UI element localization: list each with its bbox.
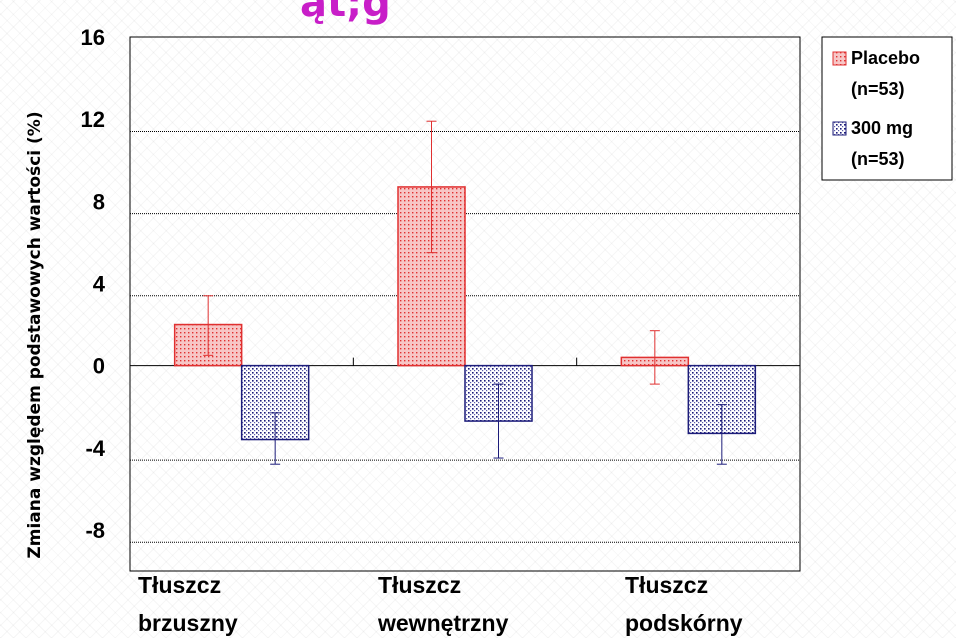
y-tick-label: 16: [81, 25, 105, 50]
category-label-line1: Tłuszcz: [378, 572, 461, 598]
title-fragment: ąt;g: [300, 0, 391, 26]
legend-swatch-300mg: [832, 121, 847, 136]
y-tick-label: -4: [85, 436, 105, 461]
legend-count-300mg: (n=53): [851, 149, 905, 169]
y-tick-label: 4: [93, 271, 106, 296]
error-bars: [203, 120, 727, 465]
category-label-line2: brzuszny: [138, 610, 238, 636]
category-label-line1: Tłuszcz: [138, 572, 221, 598]
y-tick-label: 0: [93, 354, 105, 379]
category-label-line2: podskórny: [625, 610, 743, 636]
legend-label-300mg: 300 mg: [851, 118, 913, 138]
y-tick-labels: 16 12 8 4 0 -4 -8: [81, 25, 106, 543]
legend: Placebo (n=53) 300 mg (n=53): [821, 36, 953, 181]
y-tick-label: -8: [85, 518, 105, 543]
category-label-line2: wewnętrzny: [377, 610, 509, 636]
plot-area: [129, 36, 801, 572]
y-axis-label: Zmiana względem podstawowych wartości (%…: [25, 111, 45, 558]
y-tick-label: 8: [93, 189, 105, 214]
y-tick-label: 12: [81, 107, 105, 132]
category-label-line1: Tłuszcz: [625, 572, 708, 598]
legend-count-placebo: (n=53): [851, 79, 905, 99]
bars: [173, 186, 757, 441]
category-labels: Tłuszcz brzuszny Tłuszcz wewnętrzny Tłuszcz p…: [138, 572, 743, 636]
legend-label-placebo: Placebo: [851, 48, 920, 68]
legend-swatch-placebo: [832, 51, 847, 66]
